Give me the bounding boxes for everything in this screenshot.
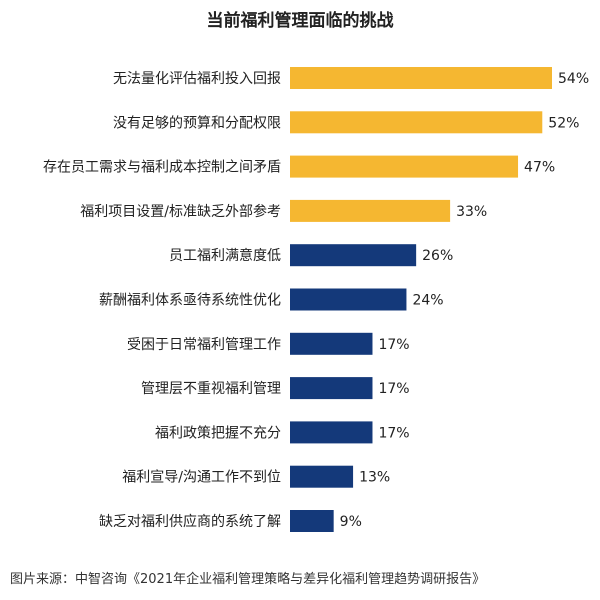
category-label: 无法量化评估福利投入回报	[113, 71, 281, 87]
source-note: 图片来源：中智咨询《2021年企业福利管理策略与差异化福利管理趋势调研报告》	[10, 572, 486, 587]
bar	[290, 199, 451, 222]
data-label: 17%	[378, 337, 409, 353]
data-label: 54%	[558, 71, 589, 87]
data-label: 17%	[378, 425, 409, 441]
bar	[290, 510, 334, 532]
category-label: 薪酬福利体系亟待系统性优化	[99, 293, 281, 309]
bar	[290, 288, 407, 311]
category-label: 福利政策把握不充分	[155, 424, 281, 441]
bar	[290, 421, 373, 444]
bar	[290, 332, 373, 355]
category-label: 福利宣导/沟通工作不到位	[122, 470, 281, 486]
chart-title: 当前福利管理面临的挑战	[206, 11, 394, 31]
category-label: 福利项目设置/标准缺乏外部参考	[80, 203, 281, 220]
category-label: 缺乏对福利供应商的系统了解	[99, 513, 281, 530]
data-label: 52%	[548, 115, 579, 131]
data-label: 17%	[378, 381, 409, 397]
category-label: 没有足够的预算和分配权限	[113, 115, 281, 131]
bar	[290, 377, 373, 400]
bar	[290, 111, 543, 134]
bar	[290, 155, 519, 178]
bar	[290, 67, 552, 89]
bar	[290, 244, 417, 267]
data-label: 13%	[359, 470, 390, 486]
bar	[290, 465, 354, 488]
category-label: 受困于日常福利管理工作	[127, 337, 281, 353]
data-label: 9%	[340, 514, 362, 530]
data-label: 26%	[422, 248, 453, 264]
category-label: 员工福利满意度低	[169, 247, 281, 264]
category-label: 管理层不重视福利管理	[141, 381, 281, 397]
data-label: 24%	[412, 293, 443, 309]
bar-chart: 无法量化评估福利投入回报 54% 没有足够的预算和分配权限 52% 存在员工需求与福利成…	[43, 67, 589, 532]
category-label: 存在员工需求与福利成本控制之间矛盾	[43, 160, 281, 176]
data-label: 47%	[524, 160, 555, 176]
data-label: 33%	[456, 204, 487, 220]
